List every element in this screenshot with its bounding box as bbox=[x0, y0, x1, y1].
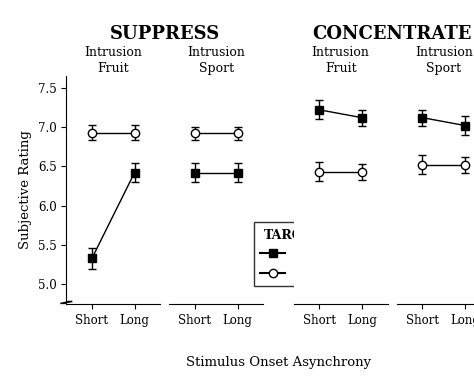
Y-axis label: Subjective Rating: Subjective Rating bbox=[19, 131, 32, 249]
Text: SUPPRESS: SUPPRESS bbox=[109, 25, 220, 43]
Text: CONCENTRATE: CONCENTRATE bbox=[312, 25, 472, 43]
Title: Intrusion
Fruit: Intrusion Fruit bbox=[84, 46, 142, 75]
Text: Stimulus Onset Asynchrony: Stimulus Onset Asynchrony bbox=[186, 356, 371, 369]
Title: Intrusion
Fruit: Intrusion Fruit bbox=[312, 46, 370, 75]
Title: Intrusion
Sport: Intrusion Sport bbox=[415, 46, 473, 75]
Legend: Fruit, Sport: Fruit, Sport bbox=[254, 222, 337, 287]
Title: Intrusion
Sport: Intrusion Sport bbox=[187, 46, 245, 75]
